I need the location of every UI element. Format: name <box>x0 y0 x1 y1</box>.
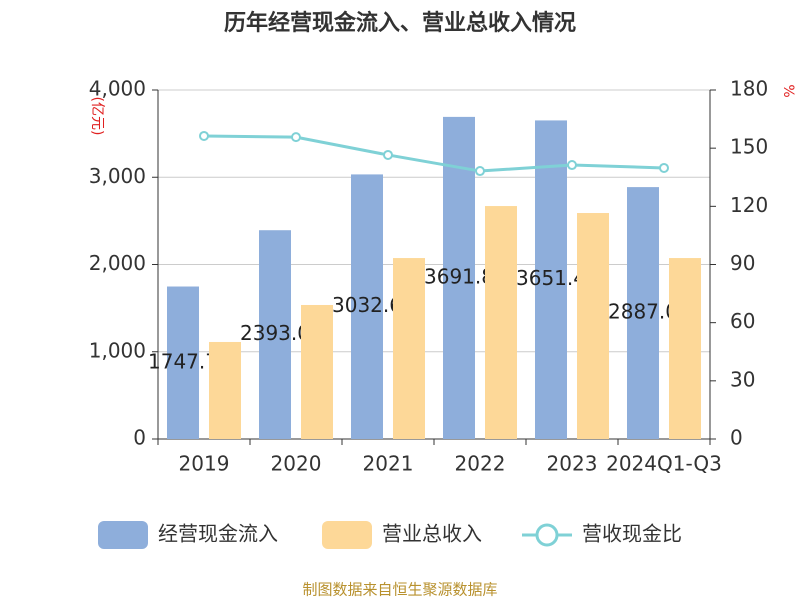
data-label: 3691.8 <box>424 264 494 288</box>
line <box>203 134 665 173</box>
line-point <box>475 166 485 177</box>
bar <box>259 230 291 439</box>
bar <box>485 206 517 439</box>
bar <box>535 120 567 440</box>
legend-swatch <box>535 523 559 547</box>
y-tick-label: 4,000 <box>89 77 146 101</box>
bar <box>669 258 701 439</box>
data-label: 2393.0 <box>240 321 310 345</box>
line-point <box>199 130 209 141</box>
x-tick-label: 2023 <box>547 452 598 476</box>
x-tick-label: 2020 <box>271 452 322 476</box>
y-tick-label: 2,000 <box>89 251 146 275</box>
y2-tick-label: 150 <box>730 135 768 159</box>
data-label: 3651.4 <box>516 266 586 290</box>
bar <box>301 304 333 439</box>
y2-tick-label: 90 <box>730 251 755 275</box>
bar <box>167 286 199 439</box>
line-point <box>291 132 301 143</box>
y-tick-label: 0 <box>133 426 146 450</box>
y2-tick-label: 180 <box>730 77 768 101</box>
legend-label: 营业总收入 <box>382 522 482 546</box>
bar <box>351 174 383 440</box>
bar <box>393 258 425 439</box>
data-label: 2887.0 <box>608 300 678 324</box>
x-tick-label: 2021 <box>363 452 414 476</box>
y-axis-label: (亿元) <box>89 97 105 136</box>
y2-tick-label: 120 <box>730 193 768 217</box>
y-tick-label: 1,000 <box>89 338 146 362</box>
line-point <box>383 149 393 160</box>
y2-tick-label: 30 <box>730 367 755 391</box>
legend-label: 经营现金流入 <box>158 522 278 546</box>
x-tick-label: 2022 <box>455 452 506 476</box>
data-label: 1747.7 <box>148 349 218 373</box>
x-tick-label: 2019 <box>179 452 230 476</box>
legend-swatch <box>98 521 148 549</box>
y2-tick-label: 0 <box>730 426 743 450</box>
y2-axis-label: % <box>780 84 796 97</box>
data-label: 3032.6 <box>332 293 402 317</box>
source-note: 制图数据来自恒生聚源数据库 <box>302 581 497 599</box>
line-point <box>659 162 669 173</box>
line-point <box>567 160 577 171</box>
y2-tick-label: 60 <box>730 309 755 333</box>
chart-title: 历年经营现金流入、营业总收入情况 <box>224 10 576 36</box>
x-tick-label: 2024Q1-Q3 <box>606 452 722 476</box>
legend-label: 营收现金比 <box>582 522 682 546</box>
bar <box>627 187 659 439</box>
legend-swatch <box>322 521 372 549</box>
bar <box>577 213 609 439</box>
y-tick-label: 3,000 <box>89 164 146 188</box>
bar <box>209 341 241 439</box>
